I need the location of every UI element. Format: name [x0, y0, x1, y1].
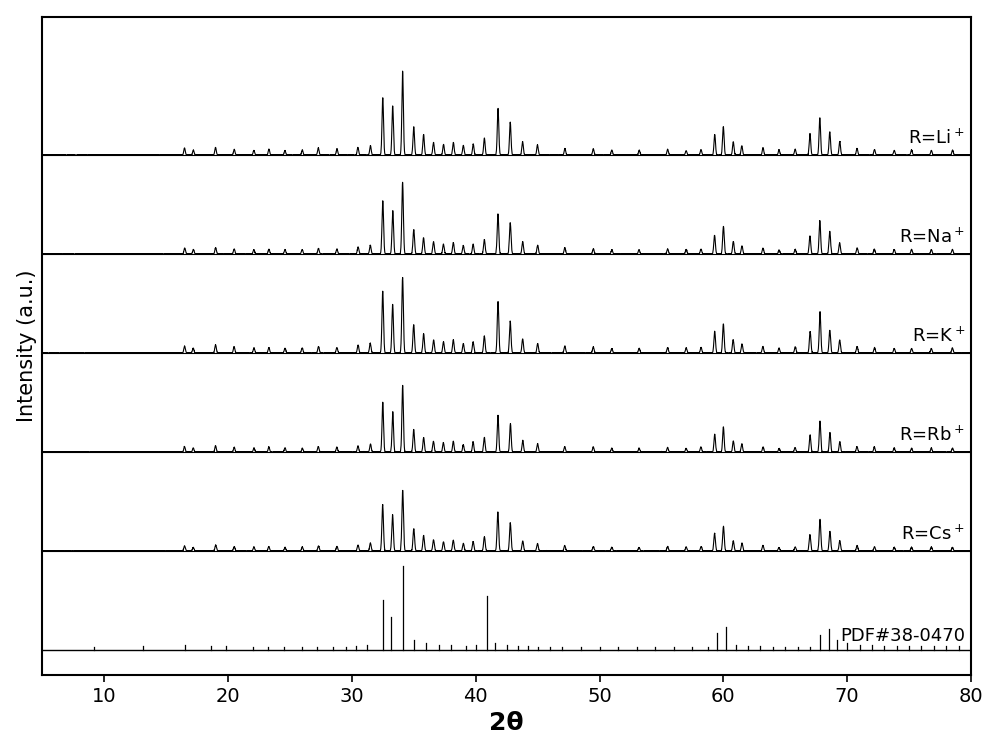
Text: R=Li$^+$: R=Li$^+$	[908, 128, 965, 147]
Y-axis label: Intensity (a.u.): Intensity (a.u.)	[17, 269, 37, 422]
Text: R=K$^+$: R=K$^+$	[912, 326, 965, 345]
Text: PDF#38-0470: PDF#38-0470	[840, 627, 965, 645]
Text: R=Cs$^+$: R=Cs$^+$	[901, 524, 965, 543]
X-axis label: 2θ: 2θ	[489, 711, 524, 735]
Text: R=Na$^+$: R=Na$^+$	[899, 227, 965, 247]
Text: R=Rb$^+$: R=Rb$^+$	[899, 425, 965, 444]
